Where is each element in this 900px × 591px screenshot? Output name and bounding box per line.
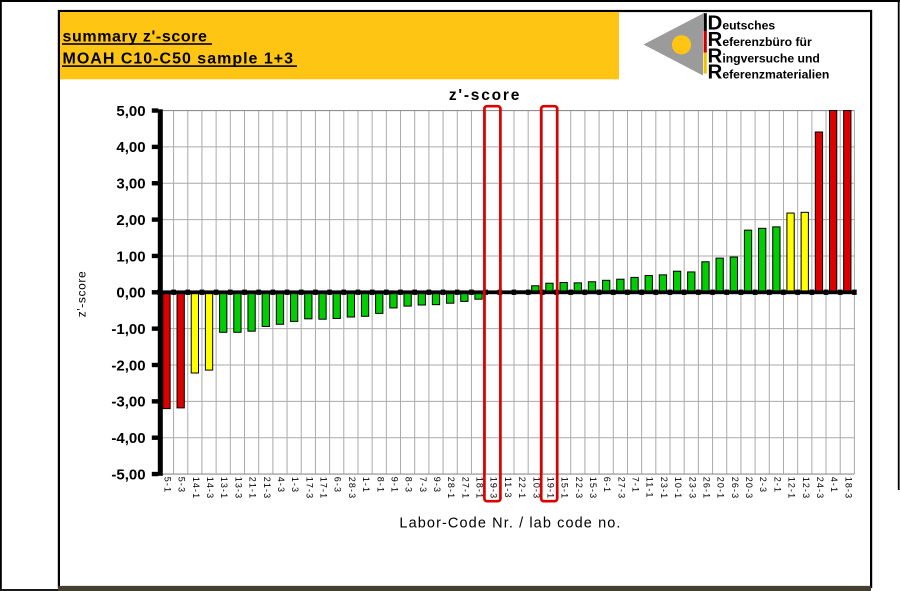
svg-text:14-3: 14-3 <box>205 477 215 499</box>
svg-text:5-3: 5-3 <box>177 477 187 493</box>
svg-text:28-1: 28-1 <box>446 477 456 499</box>
svg-text:summary z'-score: summary z'-score <box>63 28 208 45</box>
svg-text:1-3: 1-3 <box>290 477 300 493</box>
svg-text:18-1: 18-1 <box>475 477 485 499</box>
svg-text:Labor-Code Nr. / lab code no.: Labor-Code Nr. / lab code no. <box>399 516 621 532</box>
svg-text:12-1: 12-1 <box>787 477 797 499</box>
svg-text:Referenzmaterialien: Referenzmaterialien <box>708 61 830 84</box>
svg-text:4-3: 4-3 <box>276 477 286 493</box>
svg-text:26-1: 26-1 <box>701 477 711 499</box>
svg-text:5-1: 5-1 <box>162 477 172 493</box>
svg-text:21-1: 21-1 <box>248 477 258 499</box>
svg-text:12-3: 12-3 <box>801 477 811 499</box>
svg-text:-2,00: -2,00 <box>111 357 145 374</box>
svg-text:15-1: 15-1 <box>560 477 570 499</box>
svg-text:0,00: 0,00 <box>116 285 145 302</box>
svg-text:13-3: 13-3 <box>233 477 243 499</box>
svg-text:19-3: 19-3 <box>489 477 499 499</box>
svg-text:Ringversuche und: Ringversuche und <box>708 44 820 67</box>
svg-text:5,00: 5,00 <box>116 103 145 120</box>
svg-text:13-1: 13-1 <box>219 477 229 499</box>
svg-text:20-1: 20-1 <box>716 477 726 499</box>
svg-text:4-1: 4-1 <box>829 477 839 493</box>
svg-text:8-3: 8-3 <box>404 477 414 493</box>
svg-text:1-1: 1-1 <box>361 477 371 493</box>
svg-text:17-1: 17-1 <box>319 477 329 499</box>
svg-text:2,00: 2,00 <box>116 212 145 229</box>
svg-text:27-1: 27-1 <box>460 477 470 499</box>
svg-text:23-1: 23-1 <box>659 477 669 499</box>
svg-text:28-3: 28-3 <box>347 477 357 499</box>
svg-text:7-1: 7-1 <box>631 477 641 493</box>
svg-text:17-3: 17-3 <box>304 477 314 499</box>
svg-text:8-1: 8-1 <box>375 477 385 493</box>
svg-text:10-1: 10-1 <box>673 477 683 499</box>
svg-text:4,00: 4,00 <box>116 139 145 156</box>
svg-text:11-1: 11-1 <box>645 477 655 499</box>
svg-text:6-1: 6-1 <box>602 477 612 493</box>
svg-text:Referenzbüro für: Referenzbüro für <box>708 28 812 51</box>
svg-text:10-3: 10-3 <box>531 477 541 499</box>
svg-text:3,00: 3,00 <box>116 176 145 193</box>
svg-text:z'-score: z'-score <box>75 271 89 317</box>
svg-text:26-3: 26-3 <box>730 477 740 499</box>
svg-text:MOAH C10-C50 sample 1+3: MOAH C10-C50 sample 1+3 <box>63 51 295 68</box>
svg-text:9-3: 9-3 <box>432 477 442 493</box>
svg-text:27-3: 27-3 <box>616 477 626 499</box>
svg-text:20-3: 20-3 <box>744 477 754 499</box>
svg-text:2-1: 2-1 <box>772 477 782 493</box>
svg-text:14-1: 14-1 <box>191 477 201 499</box>
svg-text:21-3: 21-3 <box>262 477 272 499</box>
svg-text:22-1: 22-1 <box>517 477 527 499</box>
svg-text:-4,00: -4,00 <box>111 430 145 447</box>
svg-text:2-3: 2-3 <box>758 477 768 493</box>
svg-text:-3,00: -3,00 <box>111 394 145 411</box>
svg-text:24-3: 24-3 <box>815 477 825 499</box>
svg-text:22-3: 22-3 <box>574 477 584 499</box>
svg-text:19-1: 19-1 <box>545 477 555 499</box>
svg-text:23-3: 23-3 <box>687 477 697 499</box>
svg-text:9-1: 9-1 <box>389 477 399 493</box>
svg-text:Deutsches: Deutsches <box>708 12 776 35</box>
svg-text:15-3: 15-3 <box>588 477 598 499</box>
svg-text:-1,00: -1,00 <box>111 321 145 338</box>
svg-text:6-3: 6-3 <box>333 477 343 493</box>
svg-text:1,00: 1,00 <box>116 248 145 265</box>
svg-text:11-3: 11-3 <box>503 477 513 499</box>
svg-text:z'-score: z'-score <box>449 87 521 104</box>
svg-text:7-3: 7-3 <box>418 477 428 493</box>
svg-text:18-3: 18-3 <box>843 477 853 499</box>
svg-text:-5,00: -5,00 <box>111 466 145 483</box>
